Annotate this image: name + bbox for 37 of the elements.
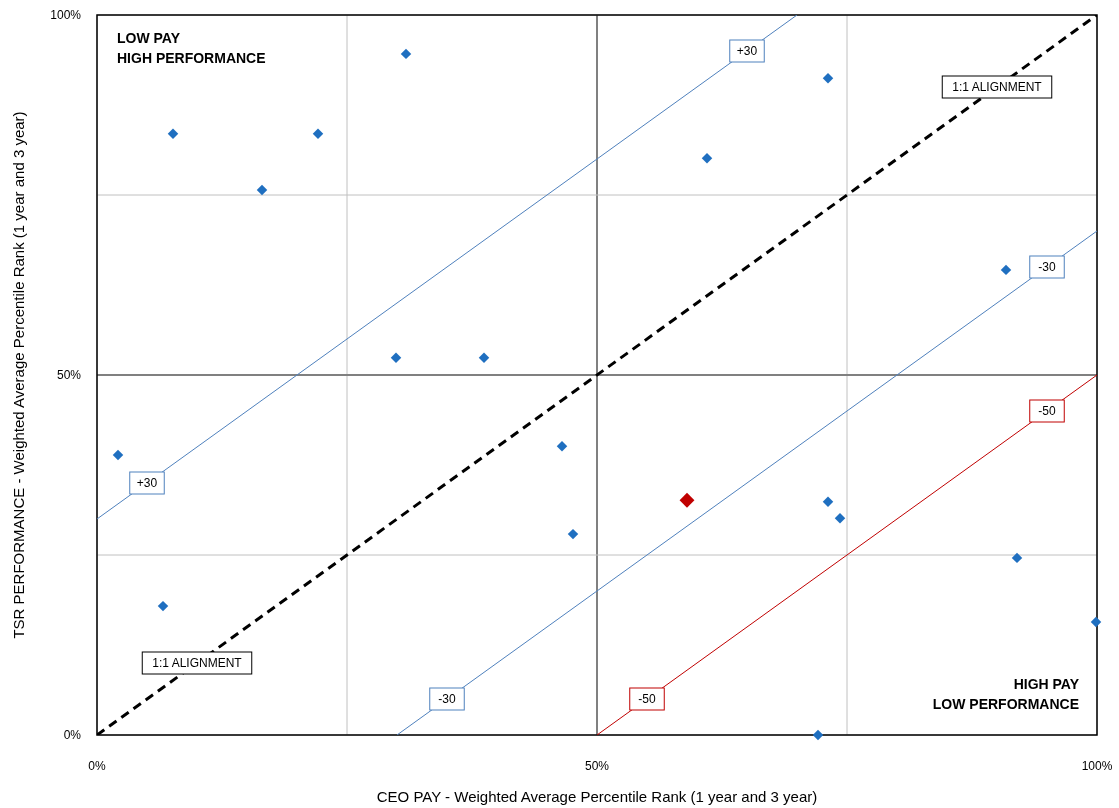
- point: [822, 73, 834, 84]
- point: [312, 128, 324, 140]
- annotation: -50: [638, 692, 656, 706]
- point: [1000, 264, 1012, 276]
- annotation: 1:1 ALIGNMENT: [952, 80, 1043, 94]
- point: [157, 600, 169, 612]
- point: [167, 128, 179, 140]
- annotation: +30: [736, 44, 758, 58]
- point: [556, 441, 568, 452]
- point: [112, 449, 124, 461]
- point: [390, 352, 402, 363]
- point: [1090, 616, 1102, 628]
- point: [679, 492, 695, 508]
- point: [256, 184, 268, 196]
- x-tick-label: 0%: [88, 759, 106, 773]
- annotation: -30: [1038, 260, 1056, 274]
- y-tick-label: 50%: [56, 368, 82, 382]
- y-axis-title: TSR PERFORMANCE - Weighted Average Percentile Rank (1 year and 3 year): [10, 111, 27, 639]
- point: [567, 528, 579, 540]
- point: [812, 729, 824, 741]
- point: [834, 513, 846, 524]
- annotation: -50: [1038, 404, 1056, 418]
- annotation: -30: [438, 692, 456, 706]
- x-tick-label: 50%: [584, 759, 610, 773]
- point: [822, 496, 834, 507]
- x-axis-title: CEO PAY - Weighted Average Percentile Rank (1 year and 3 year): [376, 788, 818, 805]
- x-tick-label: 100%: [1081, 759, 1113, 773]
- annotation: +30: [136, 476, 158, 490]
- y-tick-label: 0%: [63, 728, 82, 742]
- point: [1011, 552, 1023, 564]
- point: [478, 352, 490, 363]
- annotation: HIGH PAY LOW PERFORMANCE: [932, 676, 1080, 712]
- annotation: LOW PAY HIGH PERFORMANCE: [117, 30, 266, 66]
- point: [701, 153, 713, 164]
- annotation: 1:1 ALIGNMENT: [152, 656, 243, 670]
- point: [400, 48, 412, 60]
- y-tick-label: 100%: [50, 8, 82, 22]
